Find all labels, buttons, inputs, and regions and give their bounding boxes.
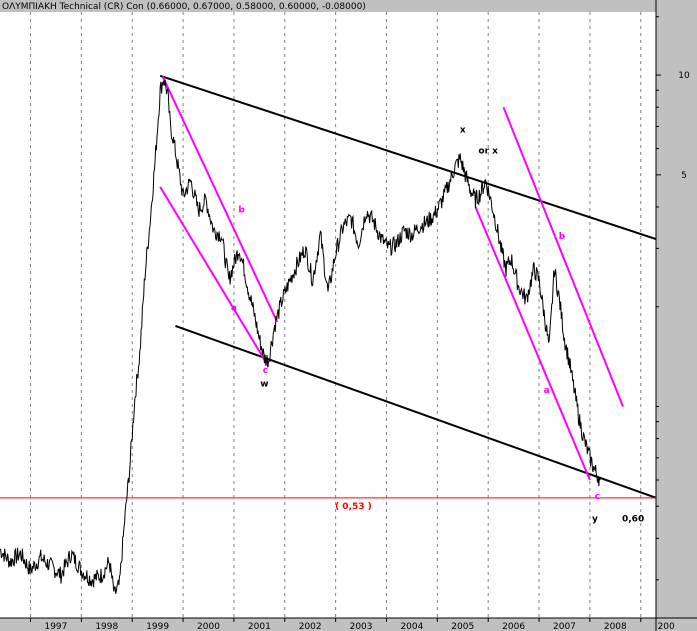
x-tick-label: 2006 xyxy=(502,622,525,631)
annotation-label: 0,60 xyxy=(622,514,644,524)
x-tick-label: 200 xyxy=(658,622,675,631)
annotation-label: a xyxy=(544,386,550,396)
annotation-label: b xyxy=(238,205,245,215)
annotation-label: c xyxy=(595,492,600,502)
grid-lines xyxy=(30,12,642,618)
y-axis-ticks: 10 5 xyxy=(656,16,690,581)
trendline-wave-y-inner xyxy=(474,206,591,481)
x-tick-label: 1998 xyxy=(95,622,118,631)
chart-title: ΟΛΥΜΠΙΑΚΗ Technical (CR) Con (0.66000, 0… xyxy=(2,2,366,12)
trendlines xyxy=(0,74,657,499)
annotation-label: b xyxy=(559,232,566,242)
trendline-wave-y-outer xyxy=(502,106,624,407)
trendline-lower-channel xyxy=(175,324,657,499)
x-tick-label: 2005 xyxy=(451,622,474,631)
x-tick-label: 1997 xyxy=(44,622,67,631)
annotation-label: ( 0,53 ) xyxy=(335,502,372,512)
y-tick-label: 5 xyxy=(681,171,687,181)
annotation-label: x xyxy=(460,126,466,136)
annotation-label: c xyxy=(263,366,268,376)
x-tick-label: 2008 xyxy=(604,622,627,631)
trendline-upper-channel xyxy=(159,74,657,241)
price-series xyxy=(0,79,601,594)
x-tick-label: 2002 xyxy=(299,622,322,631)
x-tick-label: 2000 xyxy=(197,622,220,631)
x-axis-ticks: 1997 1998 1999 2000 2001 2002 2003 2004 2005 2006… xyxy=(30,618,675,631)
trendline-wave-w-inner xyxy=(159,186,270,368)
x-tick-label: 1999 xyxy=(146,622,169,631)
y-tick-label: 10 xyxy=(678,71,690,81)
trendline-wave-w-outer xyxy=(161,76,279,323)
x-tick-label: 2003 xyxy=(350,622,373,631)
x-tick-label: 2001 xyxy=(248,622,271,631)
annotation-label: a xyxy=(231,303,237,313)
x-tick-label: 2007 xyxy=(553,622,576,631)
plot-area xyxy=(0,12,656,618)
annotation-label: y xyxy=(592,514,598,524)
price-line xyxy=(0,79,601,594)
annotation-label: or x xyxy=(478,146,498,156)
annotation-label: w xyxy=(260,379,268,389)
x-tick-label: 2004 xyxy=(400,622,423,631)
